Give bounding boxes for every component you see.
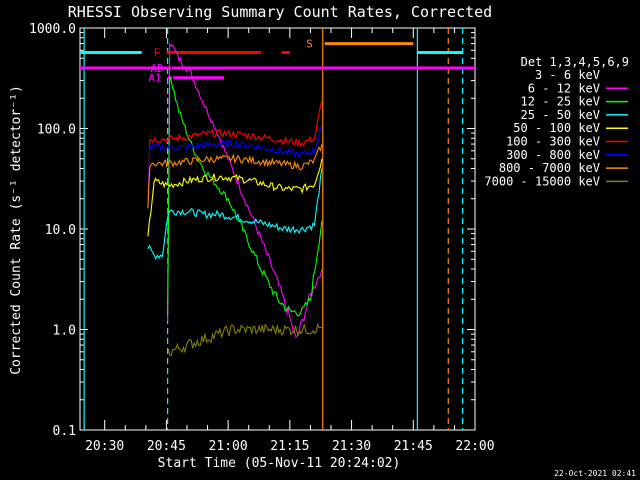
series-line [147,158,323,237]
series-line [147,168,323,261]
footer-timestamp: 22-Oct-2021 02:41 [554,469,636,478]
x-tick-label: 20:30 [85,439,124,454]
legend-entry-label: 7000 - 15000 keV [484,174,600,188]
series-line [167,76,323,317]
x-tick-label: 21:45 [394,439,433,454]
y-tick-label: 1000.0 [29,22,76,37]
flag-label: S [306,38,313,51]
flag-label: A1 [148,72,161,85]
legend-entry-label: 3 - 6 keV [535,68,600,82]
series-line [147,143,323,209]
flag-label: AD [150,62,163,75]
series-line [167,322,322,357]
legend-title: Det 1,3,4,5,6,9 [521,55,629,69]
legend-entry-label: 12 - 25 keV [521,95,600,109]
y-tick-label: 100.0 [37,123,76,138]
chart-title: RHESSI Observing Summary Count Rates, Co… [68,3,492,21]
legend-entry-label: 50 - 100 keV [513,121,600,135]
plot-area: 0.1 1.0 10.0 100.0 1000.0 20:30 20:45 21:00 21:1… [29,22,495,454]
y-axis-label: Corrected Count Rate (s⁻¹ detector⁻¹) [9,85,24,375]
y-tick-label: 0.1 [53,424,76,439]
x-tick-label: 22:00 [455,439,494,454]
series-line [167,42,323,339]
flag-label: F [154,47,161,60]
legend-entry-label: 800 - 7000 keV [499,161,600,175]
series-line [147,124,323,202]
legend-entry-label: 300 - 800 keV [506,148,600,162]
legend-entry-label: 6 - 12 keV [528,81,600,95]
x-tick-label: 20:45 [147,439,186,454]
legend-entry-label: 100 - 300 keV [506,135,600,149]
y-tick-label: 10.0 [45,223,76,238]
legend-entry-label: 25 - 50 keV [521,108,600,122]
y-tick-label: 1.0 [53,324,76,339]
x-tick-label: 21:15 [270,439,309,454]
x-tick-label: 21:00 [209,439,248,454]
x-tick-label: 21:30 [332,439,371,454]
series-line [147,100,323,202]
x-axis-label: Start Time (05-Nov-11 20:24:02) [158,456,401,471]
